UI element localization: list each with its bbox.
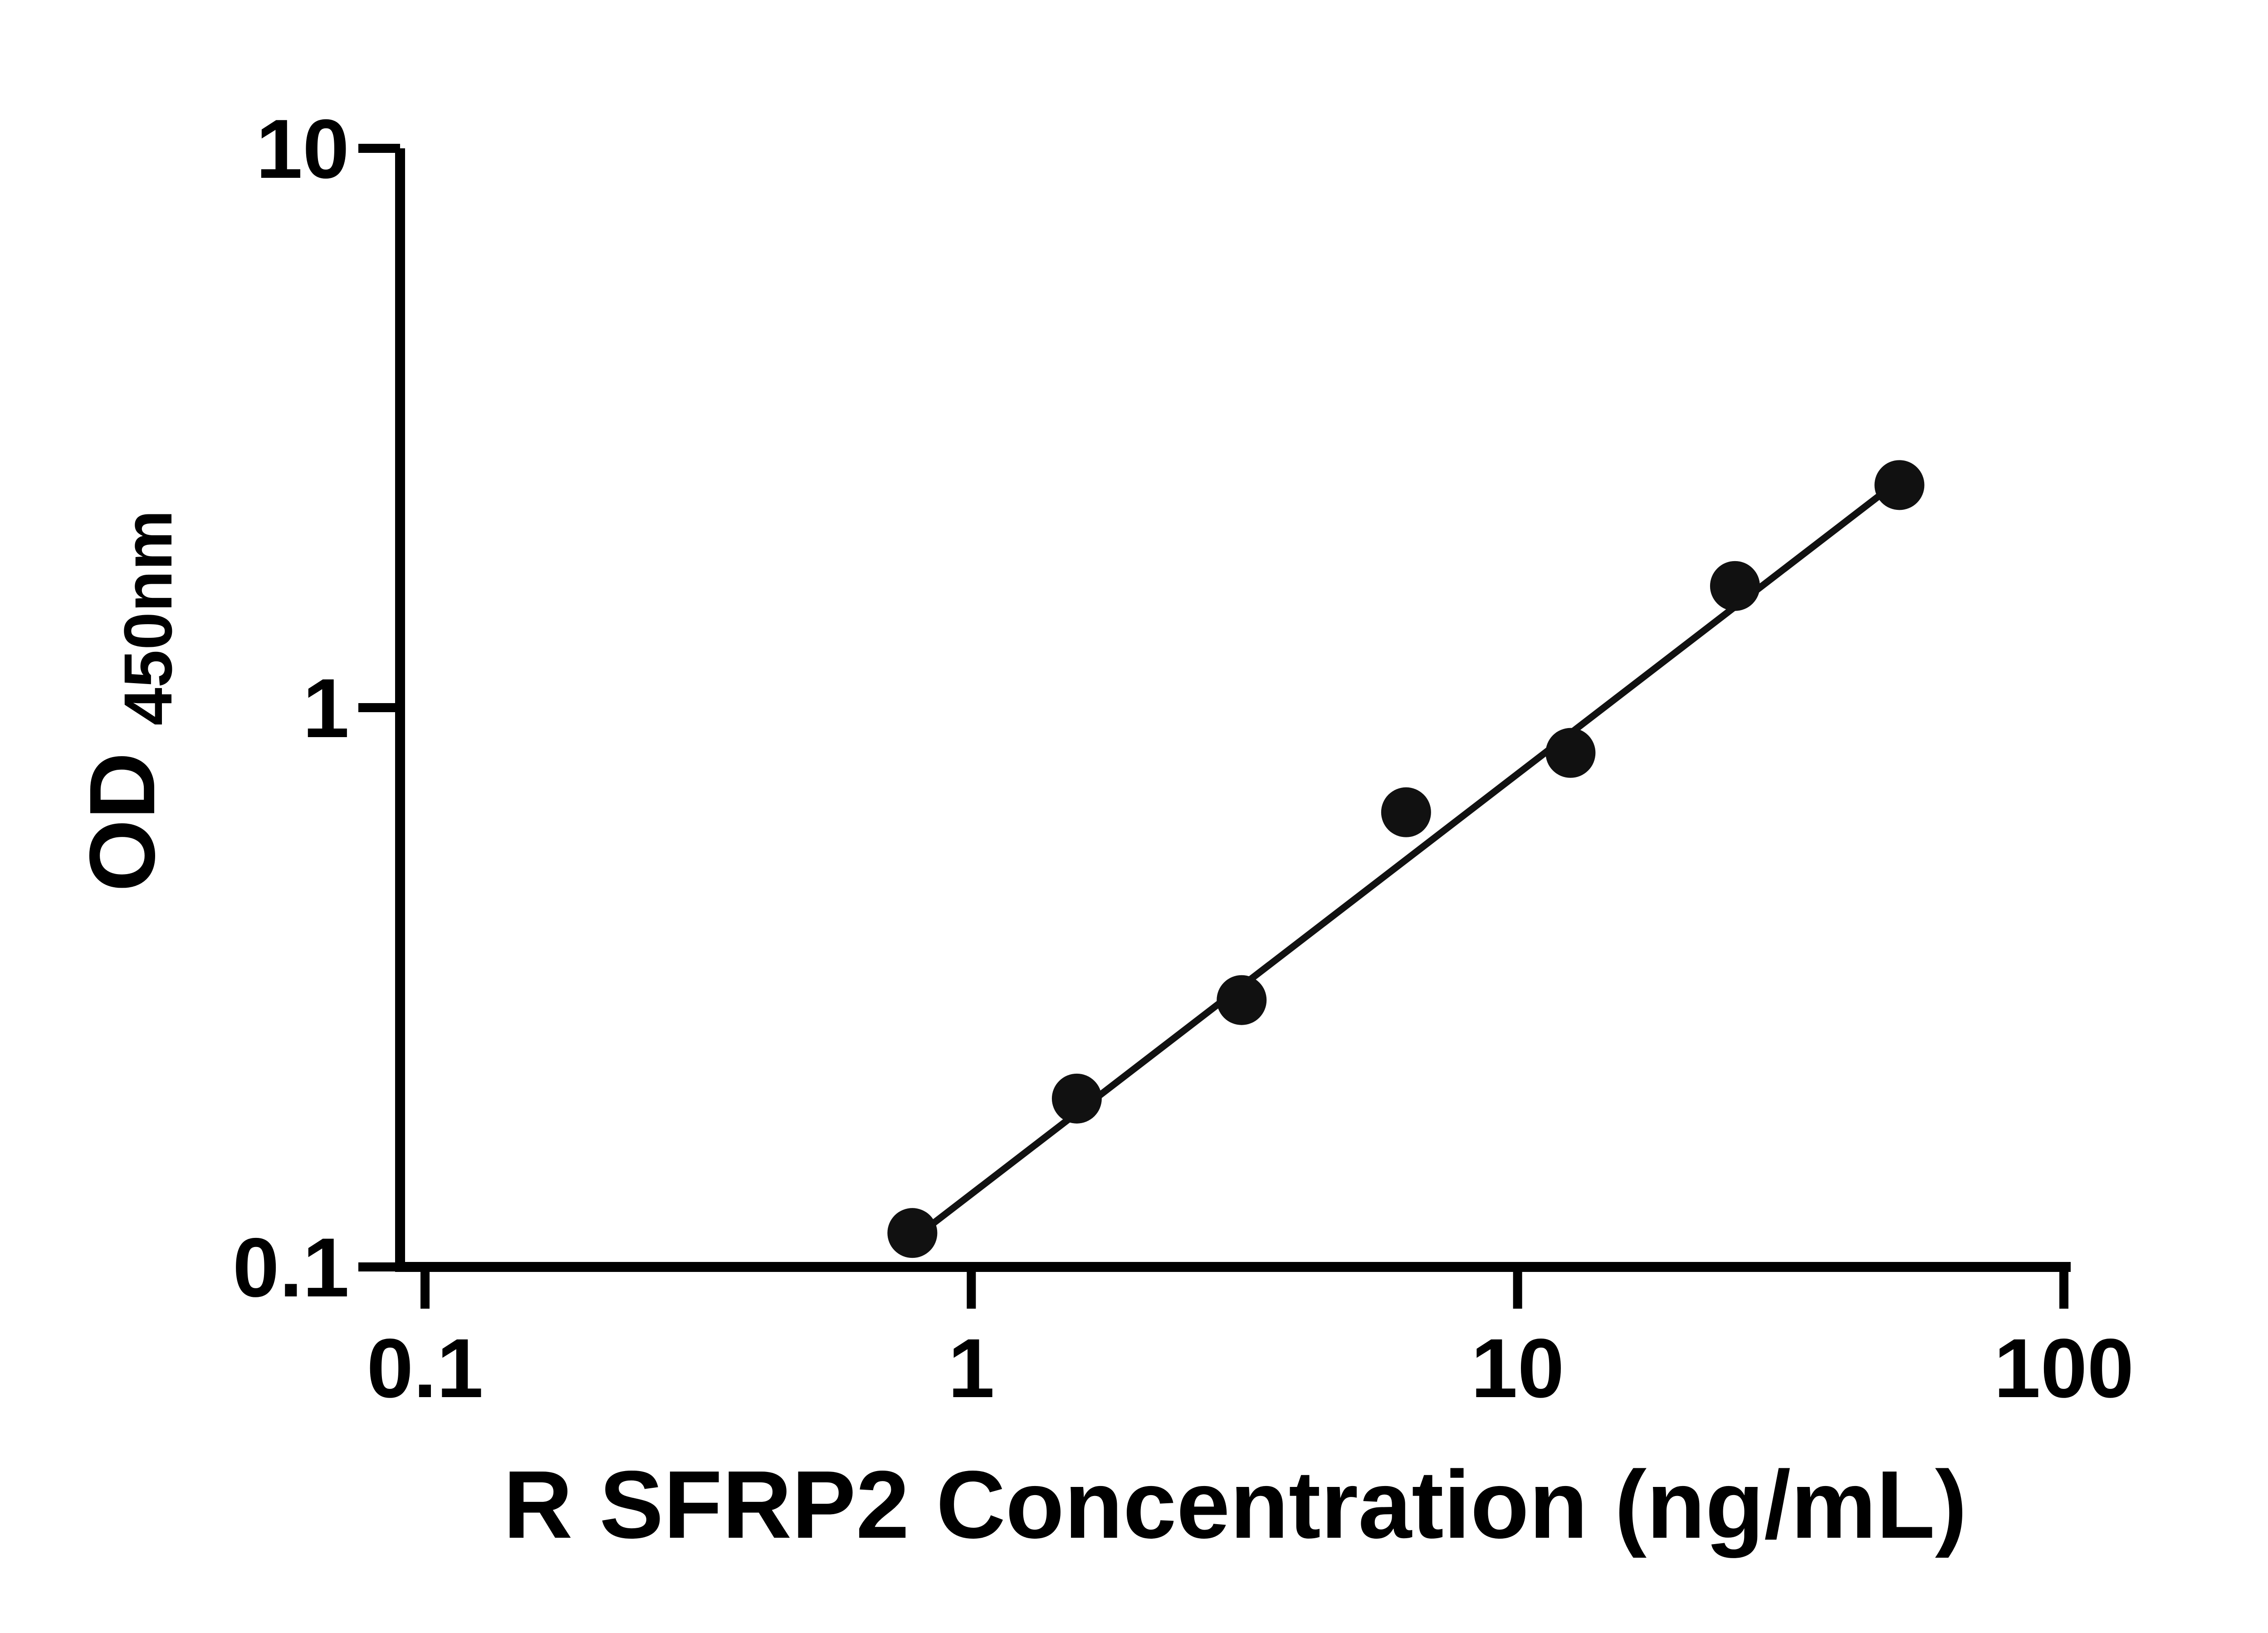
data-point [1217, 975, 1267, 1025]
data-point [1874, 460, 1925, 510]
y-axis-title-subscript: 450nm [110, 510, 186, 725]
plot-area: 0.1 1 10 100 0.1 1 10 [233, 103, 2134, 1415]
y-tick-label: 0.1 [233, 1221, 349, 1315]
data-point [887, 1208, 938, 1258]
axis-line [395, 148, 2071, 1272]
y-tick-label: 10 [256, 103, 349, 196]
data-point [1051, 1073, 1102, 1124]
data-point [1381, 787, 1431, 837]
x-tick-label: 0.1 [367, 1322, 483, 1415]
data-point [1710, 561, 1760, 611]
y-tick-label: 1 [303, 662, 349, 755]
x-tick-label: 10 [1471, 1322, 1564, 1415]
x-tick-label: 100 [1994, 1322, 2134, 1415]
y-axis-title: OD 450nm [67, 510, 186, 892]
x-axis-title: R SFRP2 Concentration (ng/mL) [503, 1451, 1967, 1558]
x-tick-label: 1 [948, 1322, 995, 1415]
y-axis-title-main: OD [70, 752, 174, 892]
data-point [1545, 728, 1596, 778]
